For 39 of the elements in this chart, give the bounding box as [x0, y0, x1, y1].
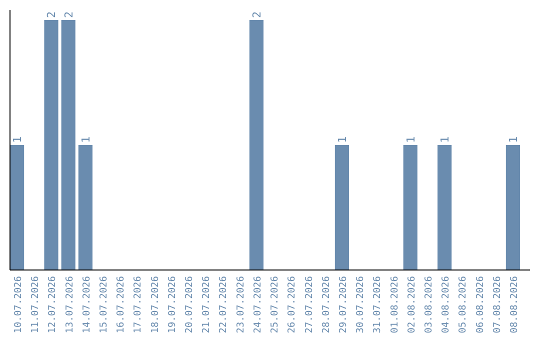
x-tick-label: 06.08.2026 [474, 276, 486, 334]
x-tick-label: 15.07.2026 [98, 276, 110, 334]
x-tick-label: 26.07.2026 [286, 276, 298, 334]
data-label: 2 [45, 11, 58, 18]
x-tick-label: 12.07.2026 [47, 276, 58, 334]
data-label: 1 [506, 136, 520, 143]
x-tick-label: 17.07.2026 [132, 276, 144, 334]
x-tick-label: 23.07.2026 [235, 276, 246, 334]
x-tick-label: 03.08.2026 [423, 276, 434, 334]
data-label: 1 [404, 136, 418, 143]
x-tick-label: 25.07.2026 [270, 276, 281, 334]
x-tick-label: 29.07.2026 [338, 276, 349, 334]
x-tick-label: 04.08.2026 [440, 276, 452, 334]
x-tick-label: 16.07.2026 [116, 276, 127, 334]
x-tick-label: 21.07.2026 [201, 276, 212, 334]
x-tick-label: 14.07.2026 [81, 276, 92, 334]
x-tick-label: 08.08.2026 [508, 276, 520, 334]
x-tick-label: 13.07.2026 [64, 276, 76, 334]
x-tick-label: 28.07.2026 [320, 276, 332, 334]
x-tick-label: 07.08.2026 [492, 276, 503, 334]
x-tick-label: 19.07.2026 [166, 276, 178, 334]
x-tick-label: 24.07.2026 [252, 276, 264, 334]
data-label: 1 [438, 136, 452, 143]
x-tick-label: 31.07.2026 [372, 276, 384, 334]
x-tick-label: 05.08.2026 [458, 276, 469, 334]
x-tick-label: 27.07.2026 [304, 276, 315, 334]
data-label: 2 [250, 11, 264, 18]
x-tick-label: 01.08.2026 [389, 276, 400, 334]
x-tick-label: 10.07.2026 [13, 276, 24, 334]
x-tick-label: 30.07.2026 [355, 276, 366, 334]
x-tick-label: 22.07.2026 [218, 276, 230, 334]
data-label: 2 [62, 11, 76, 18]
data-label: 1 [79, 136, 92, 143]
x-tick-label: 02.08.2026 [406, 276, 418, 334]
data-label: 1 [11, 136, 24, 143]
x-tick-label: 11.07.2026 [30, 276, 42, 334]
data-label: 1 [336, 136, 349, 143]
x-tick-label: 20.07.2026 [184, 276, 196, 334]
x-tick-label: 18.07.2026 [150, 276, 161, 334]
